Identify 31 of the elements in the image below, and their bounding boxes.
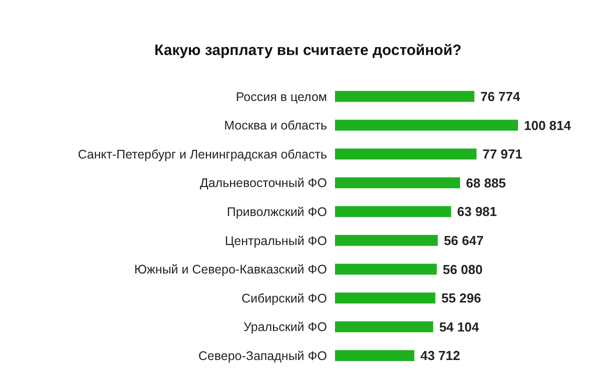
data-label: 76 774 [480,88,521,104]
data-label: 54 104 [439,319,480,334]
bar [335,177,460,188]
data-label: 56 080 [442,262,483,277]
data-label: 68 885 [466,175,506,190]
bar [335,90,474,102]
bar [335,234,438,246]
y-tick-label: Сибирский ФО [242,291,328,306]
data-label: 56 647 [444,232,484,248]
y-tick-label: Северо-Западный ФО [198,348,328,363]
bar [335,148,477,160]
bar [335,321,434,332]
y-tick-label: Уральский ФО [244,320,328,334]
data-label: 55 296 [441,290,482,306]
bar [335,206,452,218]
data-label: 100 814 [524,118,572,133]
data-label: 43 712 [420,348,460,364]
y-tick-label: Приволжский ФО [226,204,328,219]
y-tick-label: Южный и Северо-Кавказский ФО [134,262,328,277]
data-label: 77 971 [482,146,522,162]
y-tick-label: Москва и область [224,118,327,133]
bar [335,120,518,131]
bar [335,350,414,362]
chart-title: Какую зарплату вы считаете достойной? [154,42,462,59]
y-tick-label: Санкт-Петербург и Ленинградская область [78,147,327,162]
data-label: 63 981 [457,204,497,220]
bar [335,264,437,275]
bar [335,292,436,304]
y-tick-label: Россия в целом [236,90,327,104]
y-tick-label: Центральный ФО [224,234,328,248]
y-tick-label: Дальневосточный ФО [200,176,328,190]
